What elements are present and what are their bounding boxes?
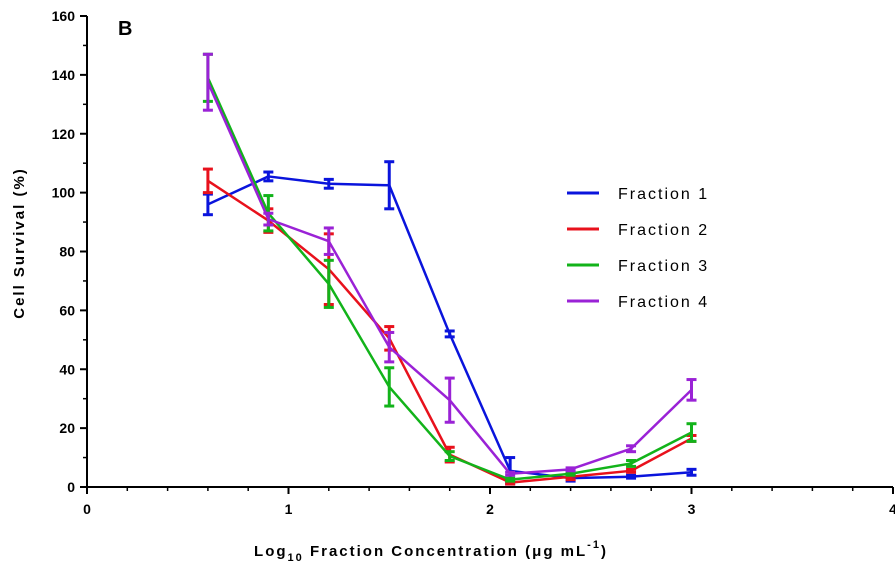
- x-tick-label: 4: [889, 501, 895, 517]
- error-bar: [626, 473, 637, 480]
- x-tick-label: 2: [486, 501, 494, 517]
- x-axis-title-superscript: -1: [587, 539, 601, 551]
- error-bar: [565, 466, 576, 473]
- x-axis-title-prefix: Log: [254, 543, 288, 560]
- y-tick-label: 160: [52, 8, 76, 24]
- legend: Fraction 1 Fraction 2 Fraction 3 Fraction 4: [567, 186, 709, 311]
- x-tick-label: 0: [83, 501, 91, 517]
- error-bar: [202, 192, 213, 217]
- error-bar: [323, 226, 334, 256]
- legend-item-2: Fraction 2: [567, 222, 709, 239]
- error-bar: [686, 467, 697, 477]
- x-axis-title-units: g mL: [543, 543, 587, 560]
- legend-item-1: Fraction 1: [567, 186, 709, 203]
- error-bar: [384, 366, 395, 408]
- error-bar: [505, 470, 516, 477]
- error-bar: [626, 444, 637, 454]
- y-tick-label: 100: [52, 185, 76, 201]
- legend-item-4: Fraction 4: [567, 294, 709, 311]
- x-axis-title-subscript: 10: [288, 552, 304, 564]
- error-bar: [384, 330, 395, 364]
- legend-label: Fraction 2: [618, 222, 709, 239]
- axes: 0 20 40 60 80 100 120 140 160 0 1 2 3 4: [52, 8, 895, 517]
- error-bar: [626, 459, 637, 468]
- series-4: [202, 52, 697, 477]
- x-tick-label: 1: [285, 501, 293, 517]
- error-bar: [686, 378, 697, 402]
- error-bar: [505, 476, 516, 483]
- y-tick-label: 80: [59, 244, 75, 260]
- series-2: [202, 167, 697, 486]
- error-bar: [444, 376, 455, 424]
- error-bar: [686, 422, 697, 443]
- legend-label: Fraction 4: [618, 294, 709, 311]
- x-axis-title-suffix: ): [601, 543, 608, 560]
- legend-item-3: Fraction 3: [567, 258, 709, 275]
- error-bar: [565, 470, 576, 477]
- series-layer: [202, 52, 697, 486]
- error-bar: [626, 467, 637, 474]
- y-tick-label: 20: [59, 420, 75, 436]
- error-bar: [323, 177, 334, 190]
- error-bar: [263, 211, 274, 227]
- legend-label: Fraction 3: [618, 258, 709, 275]
- y-tick-label: 0: [67, 479, 75, 495]
- error-bar: [202, 167, 213, 195]
- error-bar: [323, 258, 334, 309]
- legend-label: Fraction 1: [618, 186, 709, 203]
- error-bar: [444, 450, 455, 463]
- error-bar: [444, 329, 455, 339]
- y-axis-title: Cell Survival (%): [11, 167, 28, 319]
- y-tick-label: 120: [52, 126, 76, 142]
- x-tick-label: 3: [688, 501, 696, 517]
- x-axis-title-middle: Fraction Concentration (: [304, 543, 532, 560]
- y-tick-label: 60: [59, 302, 75, 318]
- error-bar: [202, 52, 213, 112]
- x-axis-title-mu: μ: [532, 543, 543, 560]
- error-bar: [263, 170, 274, 183]
- x-axis-title: Log10 Fraction Concentration (μg mL-1): [254, 539, 608, 564]
- y-tick-label: 140: [52, 67, 76, 83]
- series-1: [202, 160, 697, 486]
- y-tick-label: 40: [59, 361, 75, 377]
- error-bar: [384, 160, 395, 211]
- panel-label: B: [118, 18, 132, 40]
